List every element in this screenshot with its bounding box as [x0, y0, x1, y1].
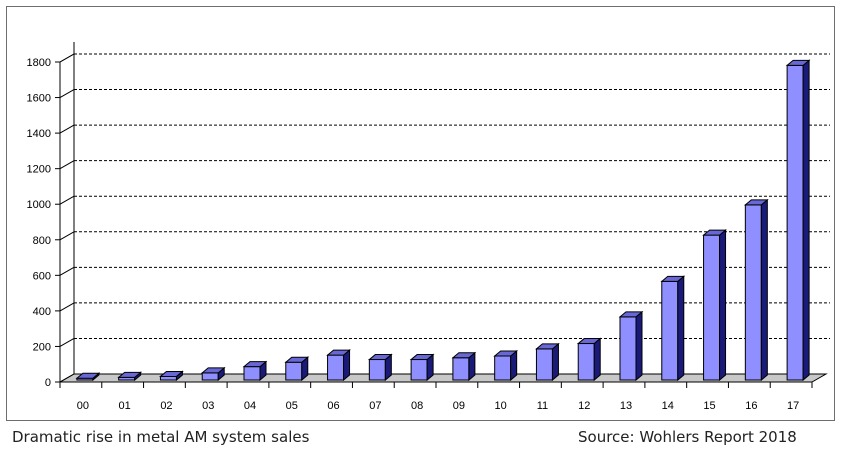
source-caption: Source: Wohlers Report 2018 — [578, 428, 797, 446]
bar — [577, 343, 595, 381]
x-tick-label: 06 — [327, 400, 339, 412]
gridline-connector — [59, 302, 75, 312]
bar-top — [743, 199, 769, 206]
x-tick-label: 08 — [411, 400, 423, 412]
x-tick-label: 05 — [286, 400, 298, 412]
y-tick-label: 0 — [45, 377, 51, 389]
chart-caption: Dramatic rise in metal AM system sales — [12, 428, 310, 446]
bar-top — [451, 352, 477, 359]
x-tick-label: 07 — [369, 400, 381, 412]
gridline-connector — [59, 124, 75, 134]
x-tick-label: 17 — [787, 400, 799, 412]
bar — [327, 354, 345, 381]
x-tick-label: 01 — [119, 400, 131, 412]
x-tick-label: 13 — [620, 400, 632, 412]
bar — [452, 357, 470, 381]
gridline-connector — [59, 373, 75, 383]
x-tick-label: 14 — [662, 400, 674, 412]
bar-top — [326, 349, 351, 356]
y-tick-label: 1000 — [27, 199, 51, 211]
x-tick-label: 04 — [244, 400, 256, 412]
bar-top — [75, 372, 101, 379]
x-tick-label: 00 — [77, 400, 89, 412]
bar — [285, 361, 303, 381]
x-tick-label: 10 — [495, 400, 507, 412]
bar — [786, 64, 804, 381]
bar-side — [760, 198, 768, 382]
x-tick-label: 15 — [703, 400, 715, 412]
y-tick-label: 1600 — [27, 93, 51, 105]
x-tick-label: 03 — [202, 400, 214, 412]
bar-side — [635, 310, 643, 382]
gridline-connector — [59, 338, 75, 347]
bar-side — [802, 59, 810, 382]
y-tick-label: 800 — [33, 235, 51, 247]
bar-top — [535, 343, 560, 350]
bar-top — [284, 356, 310, 363]
gridline-connector — [59, 266, 75, 276]
bar-side — [551, 342, 559, 382]
gridline-connector — [59, 160, 75, 170]
y-tick-label: 600 — [33, 270, 51, 282]
bar-top — [117, 371, 143, 378]
bar-top — [242, 361, 268, 368]
x-tick-label: 16 — [745, 400, 757, 412]
gridline-connector — [59, 89, 75, 98]
bar — [368, 359, 386, 381]
gridline-connector — [59, 195, 75, 205]
bar — [744, 204, 762, 381]
bar-top — [493, 350, 519, 357]
bar — [619, 316, 637, 381]
bar-chart: 0 200 400 600 800 1000 1200 1400 1600 1800 00 01 02 0… — [27, 42, 830, 412]
y-tick-label: 1200 — [27, 164, 51, 176]
x-tick-label: 11 — [537, 400, 548, 412]
gridline-connector — [59, 231, 75, 241]
bar — [494, 355, 512, 381]
x-tick-label: 02 — [160, 400, 172, 412]
bar — [159, 375, 177, 381]
bar-top — [367, 354, 393, 361]
bar — [243, 366, 261, 381]
bar-side — [677, 275, 685, 382]
bar-top — [702, 229, 727, 236]
bar-top — [576, 338, 602, 345]
bar-top — [660, 275, 686, 282]
bar — [703, 234, 721, 381]
y-axis-top — [59, 53, 75, 63]
bar-side — [593, 337, 601, 382]
bar — [661, 280, 679, 381]
y-tick-label: 1400 — [27, 128, 51, 140]
bar — [201, 372, 219, 381]
x-tick-label: 12 — [578, 400, 590, 412]
y-tick-label: 400 — [33, 306, 51, 318]
bar-top — [200, 367, 226, 374]
chart-frame: 0 200 400 600 800 1000 1200 1400 1600 1800 00 01 02 0… — [6, 6, 835, 421]
bar-side — [719, 229, 727, 382]
bar-top — [618, 311, 644, 318]
bar — [410, 359, 428, 381]
y-tick-label: 200 — [33, 341, 51, 353]
bar-top — [785, 59, 811, 66]
x-tick-label: 09 — [453, 400, 465, 412]
bar — [535, 348, 553, 381]
bar-top — [159, 370, 184, 377]
bar-top — [409, 354, 435, 361]
y-tick-label: 1800 — [27, 57, 51, 69]
